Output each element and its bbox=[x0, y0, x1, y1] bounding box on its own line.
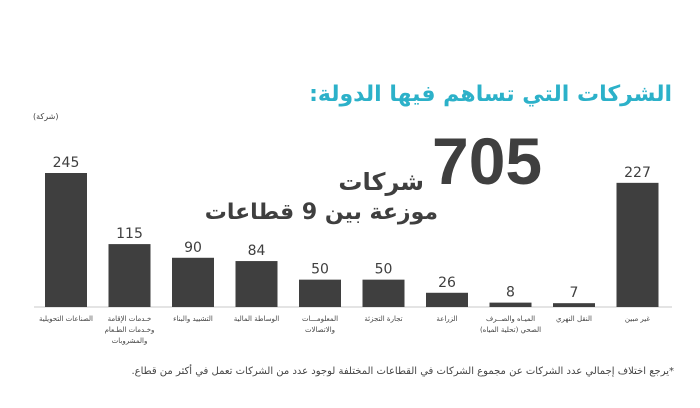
category-label: خـدمات الإقامة bbox=[108, 315, 152, 323]
category-label: الزراعة bbox=[436, 315, 457, 323]
bar-value-label: 50 bbox=[311, 262, 329, 278]
bar-value-label: 8 bbox=[506, 285, 515, 301]
category-label: الصناعات التحويلية bbox=[39, 315, 93, 323]
bar bbox=[45, 173, 87, 307]
category-label: والاتصالات bbox=[305, 326, 335, 334]
footnote: *يرجع اختلاف إجمالي عدد الشركات عن مجموع… bbox=[131, 366, 674, 377]
headline-number: 705 bbox=[432, 124, 543, 198]
category-label: التشييد والبناء bbox=[173, 315, 213, 323]
bar bbox=[172, 257, 214, 307]
chart-title: الشركات التي تساهم فيها الدولة: bbox=[309, 82, 672, 107]
bar bbox=[362, 279, 405, 307]
category-label: وخـدمات الطـعام bbox=[105, 326, 155, 334]
bar bbox=[299, 279, 341, 307]
category-label: الوساطة المالية bbox=[234, 315, 280, 323]
unit-label: (شركة) bbox=[33, 112, 59, 121]
headline-subtitle: موزعة بين 9 قطاعات bbox=[204, 200, 438, 225]
headline-word: شركات bbox=[338, 168, 424, 196]
category-label: المعلومـــات bbox=[302, 315, 338, 323]
category-label: الميـاه والصــرف bbox=[486, 315, 535, 323]
bar-value-label: 90 bbox=[184, 240, 202, 256]
bar bbox=[616, 182, 659, 307]
category-label: والمشروبات bbox=[112, 337, 148, 345]
category-label: النقل النهري bbox=[556, 315, 592, 323]
bar-value-label: 50 bbox=[375, 262, 393, 278]
bar bbox=[426, 292, 468, 307]
category-label: تجارة التجزئة bbox=[364, 315, 402, 323]
bar-value-label: 26 bbox=[438, 275, 456, 291]
category-label: الصحي (تحلية المياه) bbox=[480, 326, 541, 334]
bar-value-label: 245 bbox=[53, 155, 80, 171]
bar-value-label: 7 bbox=[570, 285, 579, 301]
bar bbox=[235, 261, 278, 307]
bar-value-label: 84 bbox=[248, 243, 266, 259]
bar bbox=[489, 302, 532, 307]
bar-value-label: 227 bbox=[624, 165, 651, 181]
bar bbox=[108, 244, 151, 307]
category-label: غير مبين bbox=[625, 315, 651, 323]
bar-value-label: 115 bbox=[116, 226, 143, 242]
bar bbox=[553, 303, 595, 307]
